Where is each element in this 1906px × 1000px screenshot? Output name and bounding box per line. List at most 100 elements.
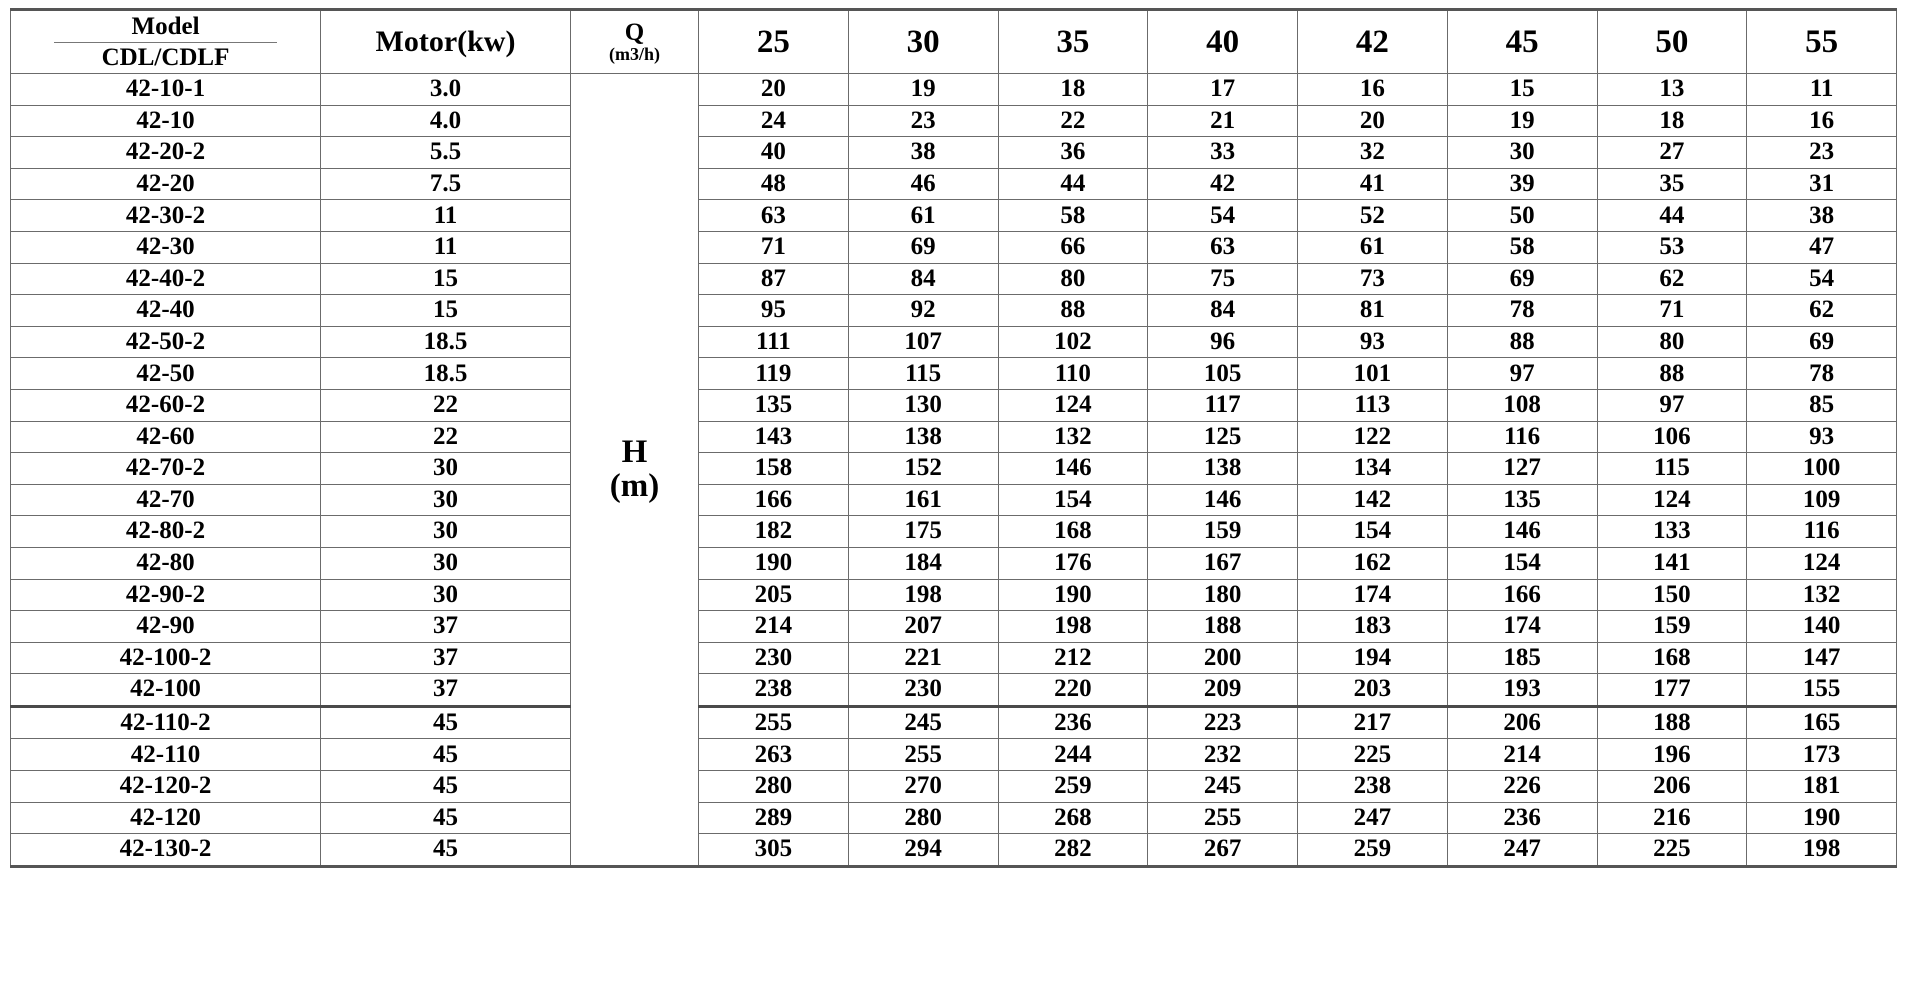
head-value-cell: 62 bbox=[1596, 262, 1748, 296]
table-row: 42-20-2 5.5 40 38 36 33 32 30 27 23 bbox=[10, 136, 1897, 169]
motor-power-cell: 15 bbox=[320, 262, 571, 296]
model-cell: 42-20-2 bbox=[10, 136, 321, 169]
head-value-cell: 16 bbox=[1297, 73, 1448, 106]
head-value-cell: 111 bbox=[698, 325, 849, 359]
head-value-cell: 180 bbox=[1147, 578, 1298, 612]
head-value-cell: 259 bbox=[997, 770, 1149, 803]
motor-power-cell: 45 bbox=[320, 833, 571, 867]
header-flow-50: 50 bbox=[1596, 9, 1748, 74]
header-flow-45: 45 bbox=[1446, 9, 1598, 74]
head-value-cell: 18 bbox=[997, 73, 1149, 106]
header-q-unit: (m3/h) bbox=[609, 43, 660, 64]
head-value-cell: 159 bbox=[1596, 610, 1748, 643]
head-value-cell: 154 bbox=[1297, 515, 1448, 548]
head-value-cell: 115 bbox=[1596, 452, 1748, 485]
model-cell: 42-120 bbox=[10, 801, 321, 835]
head-value-cell: 35 bbox=[1596, 167, 1748, 201]
header-flow-value: 45 bbox=[1505, 23, 1539, 60]
head-value-cell: 107 bbox=[847, 325, 999, 359]
head-value-cell: 116 bbox=[1446, 420, 1598, 454]
header-flow-30: 30 bbox=[847, 9, 999, 74]
head-value-cell: 159 bbox=[1147, 515, 1298, 548]
head-value-cell: 209 bbox=[1147, 673, 1298, 708]
head-value-cell: 207 bbox=[847, 610, 999, 643]
head-value-cell: 188 bbox=[1147, 610, 1298, 643]
head-value-cell: 122 bbox=[1297, 420, 1448, 454]
motor-power-cell: 45 bbox=[320, 770, 571, 803]
head-value-cell: 174 bbox=[1297, 578, 1448, 612]
table-row: 42-100-2 37 230 221 212 200 194 185 168 147 bbox=[10, 641, 1897, 675]
header-motor-label: Motor(kw) bbox=[375, 25, 516, 59]
head-value-cell: 280 bbox=[847, 801, 999, 835]
head-value-cell: 108 bbox=[1446, 388, 1598, 422]
head-value-cell: 212 bbox=[997, 641, 1149, 675]
head-value-cell: 53 bbox=[1596, 230, 1748, 264]
head-value-cell: 46 bbox=[847, 167, 999, 201]
head-value-cell: 182 bbox=[698, 515, 849, 548]
head-value-cell: 193 bbox=[1446, 673, 1598, 708]
table-row: 42-60 22 143 138 132 125 122 116 106 93 bbox=[10, 420, 1897, 454]
head-value-cell: 133 bbox=[1596, 515, 1748, 548]
head-value-cell: 185 bbox=[1446, 641, 1598, 675]
head-value-cell: 113 bbox=[1297, 388, 1448, 422]
head-value-cell: 194 bbox=[1297, 641, 1448, 675]
head-value-cell: 75 bbox=[1147, 262, 1298, 296]
head-value-cell: 73 bbox=[1297, 262, 1448, 296]
head-value-cell: 177 bbox=[1596, 673, 1748, 708]
head-value-cell: 184 bbox=[847, 546, 999, 580]
table-row: 42-90-2 30 205 198 190 180 174 166 150 132 bbox=[10, 578, 1897, 612]
head-value-cell: 42 bbox=[1147, 167, 1298, 201]
motor-power-cell: 30 bbox=[320, 452, 571, 485]
head-value-cell: 48 bbox=[698, 167, 849, 201]
motor-power-cell: 18.5 bbox=[320, 357, 571, 390]
head-value-cell: 245 bbox=[1147, 770, 1298, 803]
table-row: 42-80 30 190 184 176 167 162 154 141 124 bbox=[10, 546, 1897, 580]
head-value-cell: 40 bbox=[698, 136, 849, 169]
table-row: 42-70 30 166 161 154 146 142 135 124 109 bbox=[10, 483, 1897, 517]
motor-power-cell: 45 bbox=[320, 738, 571, 772]
header-flow-symbol: Q (m3/h) bbox=[570, 9, 699, 74]
header-motor: Motor(kw) bbox=[320, 9, 571, 74]
motor-power-cell: 37 bbox=[320, 641, 571, 675]
head-axis-label: H (m) bbox=[570, 73, 699, 867]
motor-power-cell: 30 bbox=[320, 483, 571, 517]
head-value-cell: 154 bbox=[1446, 546, 1598, 580]
head-value-cell: 205 bbox=[698, 578, 849, 612]
head-value-cell: 155 bbox=[1746, 673, 1897, 708]
head-value-cell: 255 bbox=[847, 738, 999, 772]
motor-power-cell: 45 bbox=[320, 705, 571, 740]
header-flow-25: 25 bbox=[698, 9, 849, 74]
head-value-cell: 117 bbox=[1147, 388, 1298, 422]
model-cell: 42-50 bbox=[10, 357, 321, 390]
head-value-cell: 263 bbox=[698, 738, 849, 772]
table-row: 42-20 7.5 48 46 44 42 41 39 35 31 bbox=[10, 167, 1897, 201]
motor-power-cell: 11 bbox=[320, 199, 571, 232]
table-row: 42-120 45 289 280 268 255 247 236 216 190 bbox=[10, 801, 1897, 835]
head-value-cell: 101 bbox=[1297, 357, 1448, 390]
model-cell: 42-80-2 bbox=[10, 515, 321, 548]
table-row: 42-10-1 3.0 H (m) 20 19 18 17 16 15 13 11 bbox=[10, 73, 1897, 867]
head-value-cell: 100 bbox=[1746, 452, 1897, 485]
head-value-cell: 24 bbox=[698, 104, 849, 138]
table-row: 42-60-2 22 135 130 124 117 113 108 97 85 bbox=[10, 388, 1897, 422]
head-value-cell: 95 bbox=[698, 294, 849, 327]
head-value-cell: 87 bbox=[698, 262, 849, 296]
table-row: 42-30-2 11 63 61 58 54 52 50 44 38 bbox=[10, 199, 1897, 232]
table-row: 42-50-2 18.5 111 107 102 96 93 88 80 69 bbox=[10, 325, 1897, 359]
head-value-cell: 93 bbox=[1297, 325, 1448, 359]
head-value-cell: 146 bbox=[997, 452, 1149, 485]
head-value-cell: 135 bbox=[1446, 483, 1598, 517]
head-value-cell: 216 bbox=[1596, 801, 1748, 835]
table-row: 42-80-2 30 182 175 168 159 154 146 133 116 bbox=[10, 515, 1897, 548]
model-cell: 42-20 bbox=[10, 167, 321, 201]
head-value-cell: 200 bbox=[1147, 641, 1298, 675]
model-cell: 42-80 bbox=[10, 546, 321, 580]
head-value-cell: 244 bbox=[997, 738, 1149, 772]
header-flow-value: 30 bbox=[906, 23, 940, 60]
head-value-cell: 158 bbox=[698, 452, 849, 485]
header-flow-42: 42 bbox=[1297, 9, 1448, 74]
head-value-cell: 206 bbox=[1596, 770, 1748, 803]
motor-power-cell: 30 bbox=[320, 578, 571, 612]
head-value-cell: 80 bbox=[997, 262, 1149, 296]
model-cell: 42-90 bbox=[10, 610, 321, 643]
